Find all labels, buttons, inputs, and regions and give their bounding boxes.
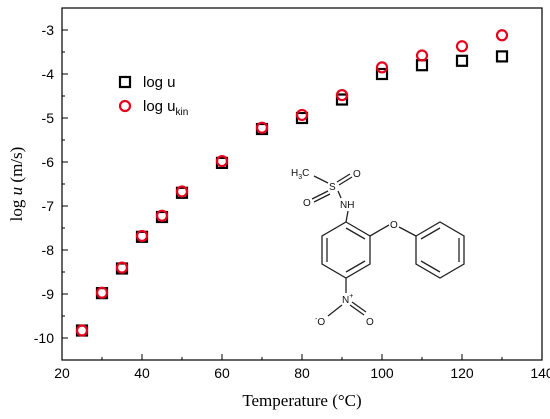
data-point-circle (115, 261, 129, 274)
phenyl-double-bond-1 (420, 227, 441, 240)
data-point-circle (155, 209, 169, 222)
y-tick-label: -7 (42, 198, 55, 214)
data-point-square (375, 67, 389, 81)
legend-label-log-ukin-sub: kin (176, 107, 189, 118)
series-log-u (75, 50, 509, 337)
data-point-circle (335, 89, 349, 102)
data-point-circle (455, 40, 469, 53)
molecule-label-s: S (329, 182, 336, 193)
bond-o-ether-phenyl (398, 226, 417, 237)
plot-frame (61, 7, 543, 361)
data-point-circle (135, 229, 149, 243)
y-tick-label: -9 (42, 286, 55, 302)
bond-s-o-left-b (313, 193, 331, 203)
ring-double-bond-1 (345, 227, 366, 240)
bond-s-nh (337, 190, 342, 199)
bond-s-o-top-a (336, 173, 351, 183)
y-tick-label: -8 (42, 242, 55, 258)
molecule-label-o-ether: O (390, 220, 398, 231)
data-point-circle (375, 61, 389, 74)
series-log-ukin (75, 29, 509, 337)
legend-circle-marker (118, 99, 132, 113)
data-point-circle (175, 185, 189, 198)
molecule-label-o-left: O (303, 198, 311, 209)
data-point-circle (95, 286, 109, 299)
axis-ticks (61, 7, 543, 361)
data-point-circle (255, 121, 269, 134)
bond-ch3-s (313, 175, 329, 184)
data-point-circle (415, 49, 429, 62)
data-point-square (335, 93, 349, 106)
x-tick-label: 60 (214, 365, 230, 381)
molecule-label-h3c: H3C (291, 168, 309, 181)
benzene-ring-central (321, 221, 371, 279)
legend-label-log-ukin: log ukin (143, 98, 188, 118)
bond-n-o-right-b (351, 301, 367, 313)
data-point-circle (295, 108, 309, 122)
legend-label-log-u: log u (143, 74, 176, 91)
y-axis-title: log u (m/s) (7, 147, 26, 222)
y-tick-label: -10 (34, 330, 54, 346)
bond-n-o-left (327, 304, 343, 317)
y-tick-label: -5 (42, 110, 55, 126)
y-tick-label: -3 (42, 22, 55, 38)
molecule-label-o-nitro-right: O (366, 317, 374, 328)
x-axis-title: Temperature (°C) (242, 391, 361, 410)
data-point-circle (495, 29, 509, 42)
legend-square-marker (118, 75, 132, 89)
molecule-structure: H3C S O O NH O N+ -O O (291, 168, 465, 328)
data-point-circle (75, 324, 89, 337)
x-tick-label: 120 (450, 365, 474, 381)
benzene-ring-phenyl (415, 221, 465, 279)
molecule-label-n-nitro: N+ (342, 293, 353, 306)
molecule-label-nh: NH (340, 200, 354, 211)
data-point-square (415, 59, 429, 72)
ring-double-bond-3 (345, 260, 366, 273)
bond-s-o-left-a (311, 190, 329, 200)
molecule-label-o-top: O (353, 169, 361, 180)
tick-labels: 20 40 60 80 100 120 140 -10 -9 -8 -7 -6 -5 -4 -3 (34, 22, 550, 381)
y-axis-title-suffix: (m/s) (7, 147, 26, 187)
molecule-label-o-nitro-left: -O (315, 316, 325, 328)
x-tick-label: 140 (530, 365, 550, 381)
x-tick-label: 40 (134, 365, 150, 381)
x-tick-label: 100 (370, 365, 394, 381)
y-axis-title-prefix: log (7, 195, 26, 221)
x-tick-label: 20 (54, 365, 70, 381)
bond-ring-o-ether (369, 224, 390, 237)
bond-nh-ring (345, 210, 349, 223)
x-tick-label: 80 (294, 365, 310, 381)
legend: log u log ukin (118, 74, 188, 118)
data-point-circle (215, 155, 229, 168)
bond-s-o-top-b (338, 176, 353, 186)
data-point-square (495, 50, 509, 63)
y-tick-label: -6 (42, 154, 55, 170)
phenyl-double-bond-3 (420, 260, 441, 273)
legend-label-log-ukin-main: log u (143, 98, 176, 115)
bond-n-o-right-a (349, 304, 365, 316)
y-tick-label: -4 (42, 66, 55, 82)
y-axis-title-var: u (7, 187, 26, 196)
data-point-square (455, 54, 469, 67)
